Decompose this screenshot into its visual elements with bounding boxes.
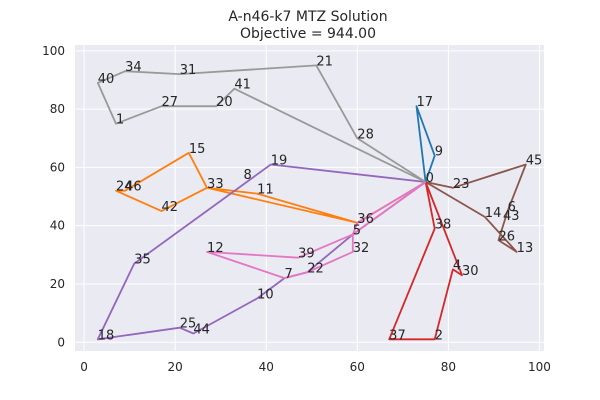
node-label-43: 43	[503, 209, 520, 224]
node-label-0: 0	[426, 171, 434, 186]
node-label-21: 21	[316, 54, 333, 69]
node-label-39: 39	[298, 247, 315, 262]
route-line-2	[115, 151, 427, 224]
node-label-25: 25	[180, 317, 197, 332]
node-label-45: 45	[526, 153, 543, 168]
node-label-5: 5	[353, 223, 361, 238]
node-label-34: 34	[125, 60, 142, 75]
node-label-41: 41	[234, 78, 251, 93]
node-label-38: 38	[435, 218, 452, 233]
node-label-36: 36	[357, 212, 374, 227]
node-label-7: 7	[284, 267, 292, 282]
route-line-6	[206, 181, 427, 280]
node-label-15: 15	[189, 142, 206, 157]
routes	[96, 64, 527, 341]
node-label-42: 42	[162, 200, 179, 215]
node-label-20: 20	[216, 95, 233, 110]
y-tick-label: 100	[42, 44, 65, 58]
x-tick-label: 20	[168, 360, 183, 374]
y-tick-label: 40	[50, 219, 65, 233]
node-label-2: 2	[435, 328, 443, 343]
route-line-1	[415, 105, 436, 183]
node-label-33: 33	[207, 177, 224, 192]
node-label-40: 40	[98, 72, 115, 87]
x-tick-label: 40	[259, 360, 274, 374]
y-tick-label: 20	[50, 277, 65, 291]
node-label-14: 14	[485, 206, 502, 221]
node-label-13: 13	[517, 241, 534, 256]
x-tick-label: 100	[528, 360, 551, 374]
node-label-22: 22	[307, 261, 324, 276]
y-tick-label: 0	[57, 335, 65, 349]
x-tick-label: 60	[350, 360, 365, 374]
route-line-4	[388, 181, 463, 341]
node-label-18: 18	[98, 328, 115, 343]
node-label-28: 28	[357, 127, 374, 142]
x-tick-label: 0	[80, 360, 88, 374]
plot-area	[75, 45, 544, 351]
node-label-19: 19	[271, 153, 288, 168]
node-label-9: 9	[435, 145, 443, 160]
node-label-27: 27	[162, 95, 179, 110]
chart-title-line2: Objective = 944.00	[240, 26, 376, 42]
node-label-6: 6	[508, 200, 516, 215]
node-label-10: 10	[257, 288, 274, 303]
node-label-11: 11	[257, 183, 274, 198]
node-label-32: 32	[353, 241, 370, 256]
chart-title-line1: A-n46-k7 MTZ Solution	[228, 9, 387, 25]
node-label-1: 1	[116, 113, 124, 128]
route-line-3	[425, 163, 527, 253]
node-label-12: 12	[207, 241, 224, 256]
node-label-8: 8	[243, 168, 251, 183]
node-label-31: 31	[180, 63, 197, 78]
node-label-46: 46	[125, 180, 142, 195]
node-label-23: 23	[453, 177, 470, 192]
node-label-26: 26	[498, 229, 515, 244]
node-label-35: 35	[134, 253, 151, 268]
node-label-44: 44	[193, 323, 210, 338]
x-tick-label: 80	[441, 360, 456, 374]
node-label-24: 24	[116, 180, 133, 195]
y-tick-label: 60	[50, 160, 65, 174]
y-tick-label: 80	[50, 102, 65, 116]
route-line-7	[96, 64, 427, 183]
route-line-5	[96, 163, 427, 341]
node-label-37: 37	[389, 328, 406, 343]
node-label-4: 4	[453, 258, 461, 273]
node-label-30: 30	[462, 264, 479, 279]
node-label-17: 17	[417, 95, 434, 110]
